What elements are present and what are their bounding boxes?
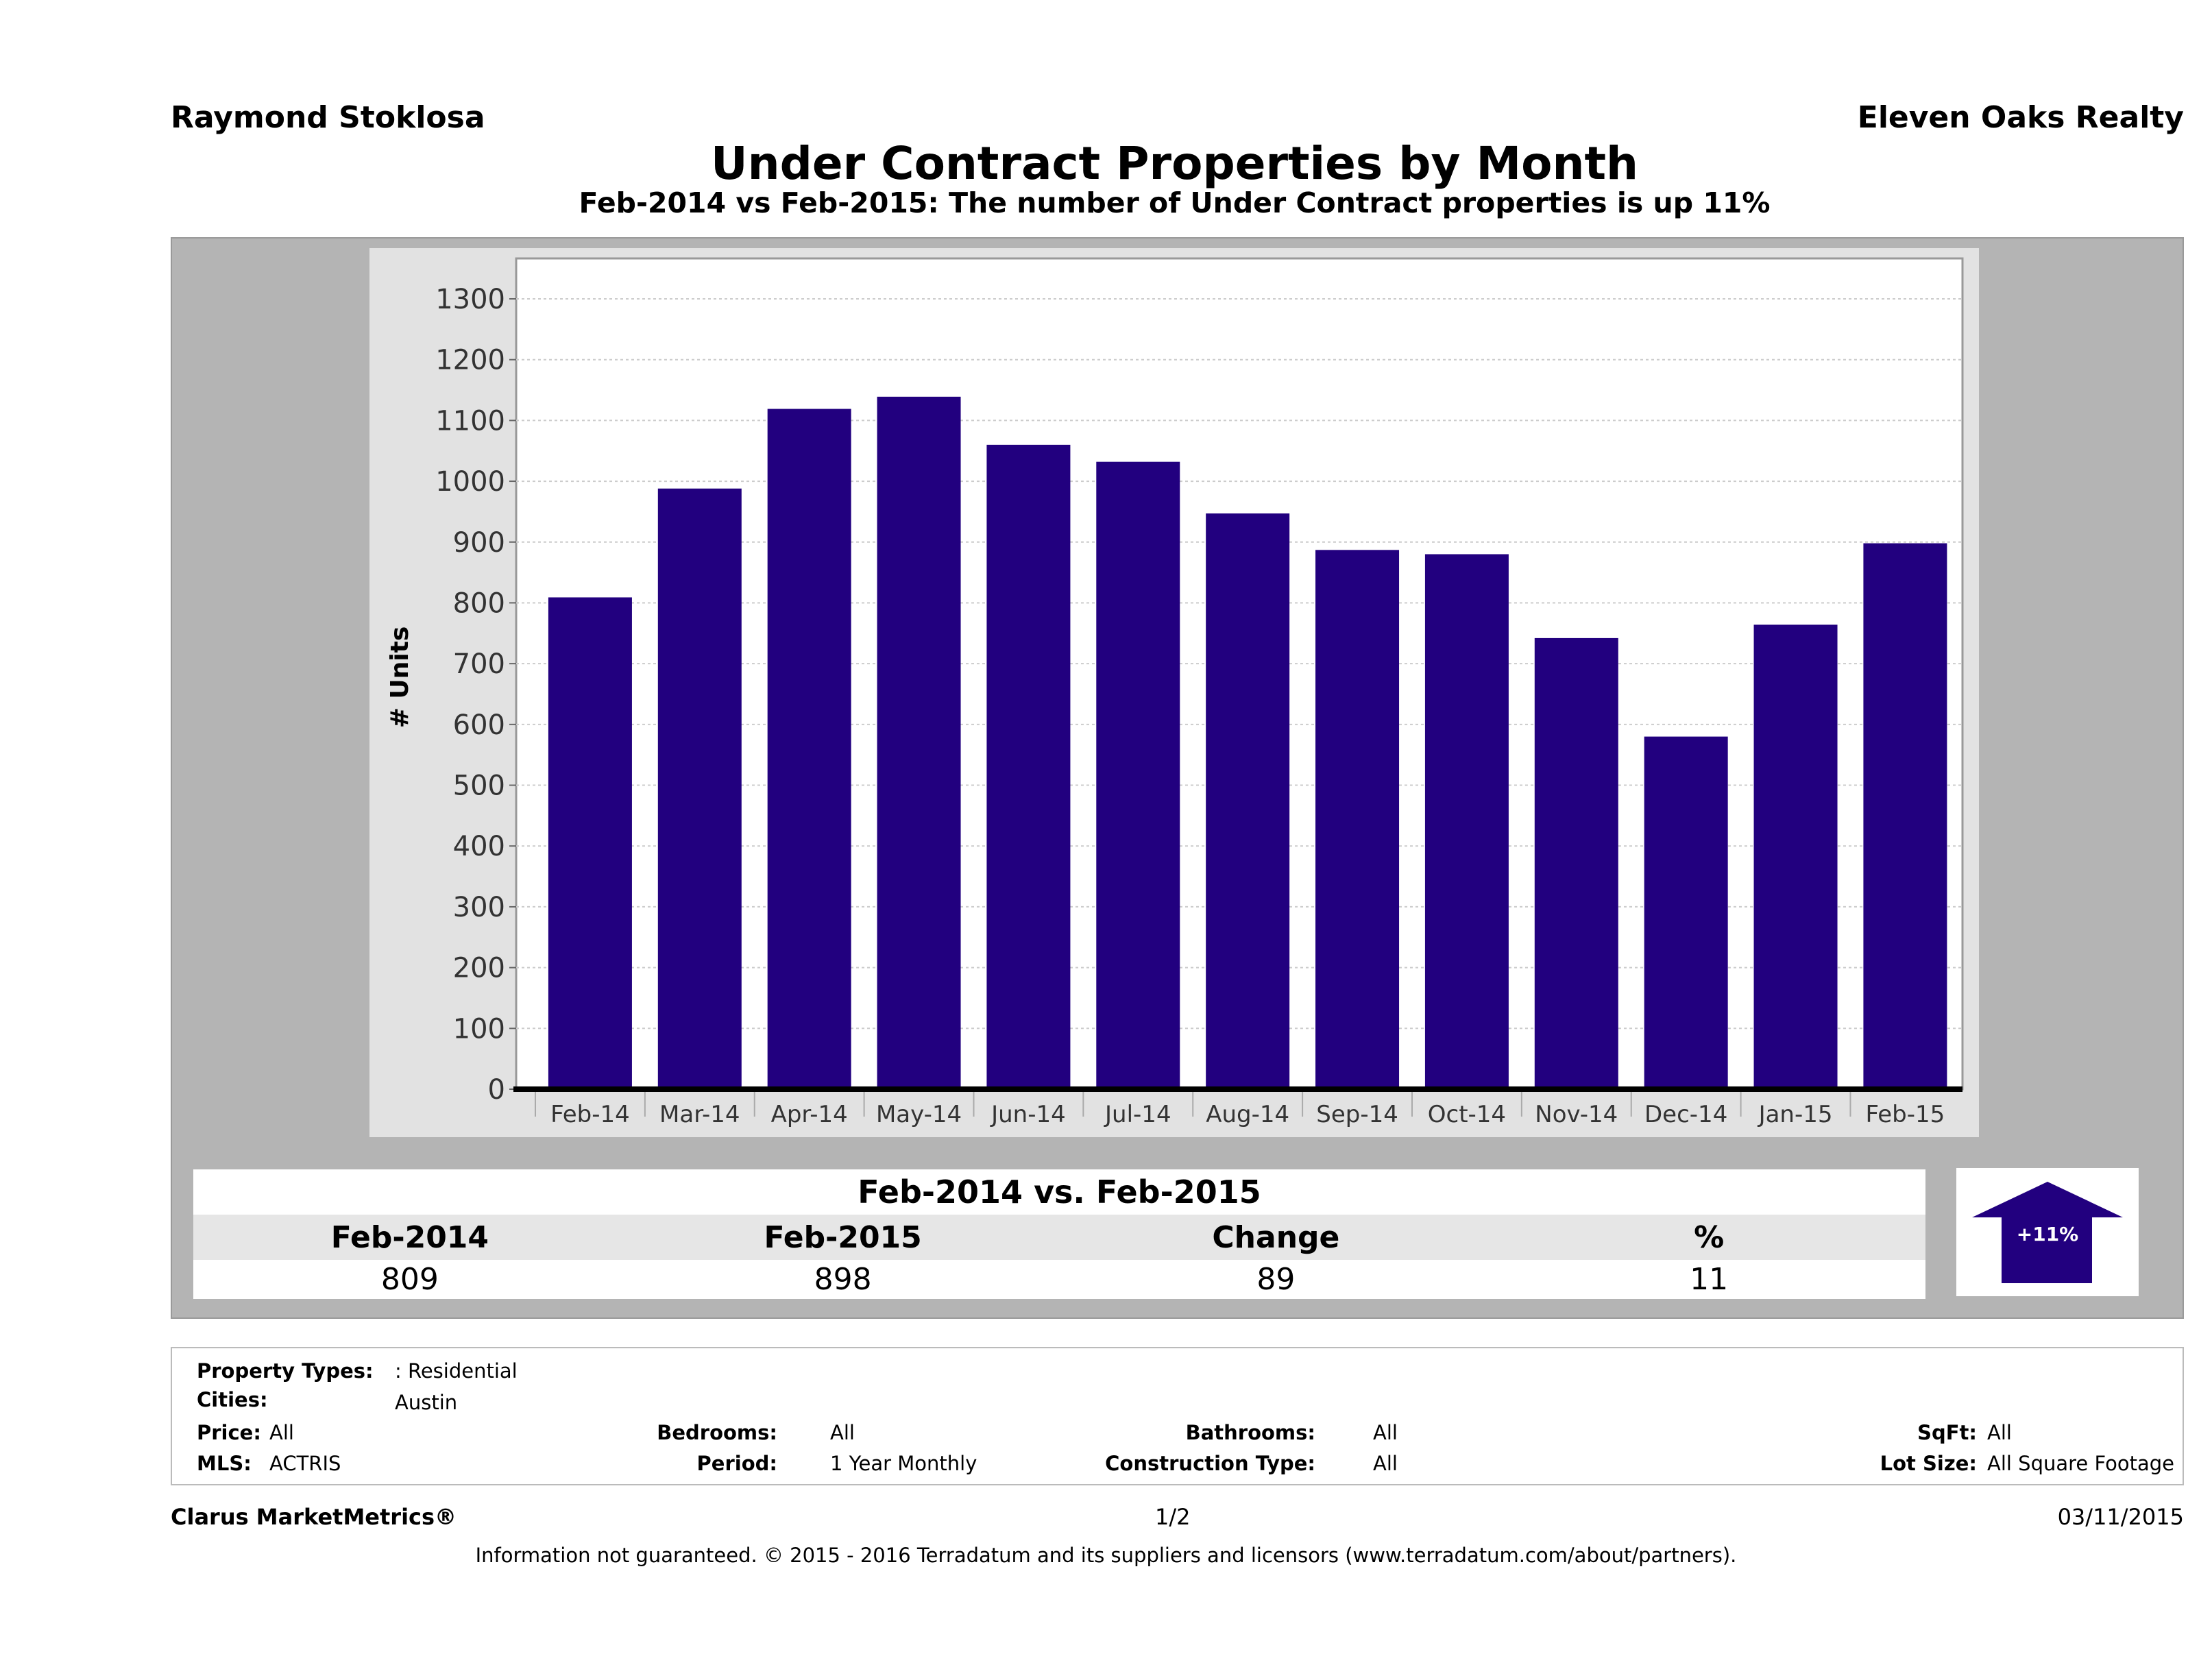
x-tick-label: Aug-14 (1206, 1101, 1289, 1128)
y-tick-label: 1200 (435, 345, 505, 376)
y-tick-label: 300 (453, 892, 505, 923)
bathrooms-value: All (1373, 1421, 1398, 1444)
y-tick-label: 700 (453, 648, 505, 680)
change-badge: +11% (1956, 1168, 2139, 1296)
cities-value: Austin (395, 1391, 458, 1414)
construction-label: Construction Type: (1105, 1452, 1315, 1475)
price-value: All (269, 1421, 294, 1444)
agent-name: Raymond Stoklosa (171, 100, 485, 135)
construction-value: All (1373, 1452, 1398, 1475)
filters-box: Property Types: : Residential Cities: Au… (171, 1347, 2184, 1485)
footer-brand: Clarus MarketMetrics® (171, 1504, 457, 1530)
bar-may-14 (877, 396, 961, 1089)
x-tick-label: Dec-14 (1644, 1101, 1727, 1128)
x-tick-label: Jun-14 (990, 1101, 1066, 1128)
y-tick-label: 1000 (435, 466, 505, 498)
x-tick-label: Jul-14 (1104, 1101, 1171, 1128)
mls-label: MLS: (197, 1452, 252, 1475)
y-tick-label: 0 (488, 1074, 505, 1106)
bar-aug-14 (1206, 513, 1290, 1089)
bar-apr-14 (767, 409, 851, 1089)
property-types-value: : Residential (395, 1359, 518, 1383)
bar-mar-14 (657, 488, 742, 1089)
val-feb-2014: 809 (380, 1262, 439, 1297)
page-title: Under Contract Properties by Month (711, 137, 1638, 190)
disclaimer: Information not guaranteed. © 2015 - 201… (475, 1544, 1737, 1567)
lot-size-label: Lot Size: (1880, 1452, 1977, 1475)
bedrooms-value: All (830, 1421, 855, 1444)
val-percent: 11 (1690, 1262, 1729, 1297)
y-tick-label: 500 (453, 770, 505, 802)
col-change: Change (1212, 1219, 1340, 1255)
val-change: 89 (1256, 1262, 1296, 1297)
bar-dec-14 (1644, 736, 1728, 1089)
bar-feb-14 (548, 597, 632, 1089)
period-label: Period: (696, 1452, 777, 1475)
bar-jan-15 (1753, 624, 1838, 1089)
cities-label: Cities: (197, 1388, 268, 1411)
col-feb-2014: Feb-2014 (330, 1219, 489, 1255)
x-tick-label: Jan-15 (1758, 1101, 1833, 1128)
mls-value: ACTRIS (269, 1452, 341, 1475)
bar-sep-14 (1315, 550, 1400, 1089)
period-value: 1 Year Monthly (830, 1452, 977, 1475)
col-percent: % (1694, 1219, 1725, 1255)
bar-jul-14 (1096, 461, 1180, 1089)
page-subtitle: Feb-2014 vs Feb-2015: The number of Unde… (579, 186, 1771, 219)
y-tick-label: 900 (453, 527, 505, 559)
bar-oct-14 (1424, 554, 1509, 1089)
property-types-label: Property Types: (197, 1359, 374, 1383)
change-badge-text: +11% (2017, 1223, 2078, 1245)
company-name: Eleven Oaks Realty (1857, 100, 2184, 135)
x-tick-label: Nov-14 (1535, 1101, 1618, 1128)
summary-heading-row: Feb-2014 vs. Feb-2015 (193, 1169, 1925, 1215)
bar-jun-14 (986, 444, 1071, 1089)
bathrooms-label: Bathrooms: (1185, 1421, 1315, 1444)
bar-nov-14 (1534, 637, 1618, 1089)
bar-feb-15 (1863, 543, 1947, 1089)
sqft-value: All (1987, 1421, 2012, 1444)
col-feb-2015: Feb-2015 (764, 1219, 922, 1255)
lot-size-value: All Square Footage (1987, 1452, 2175, 1475)
y-tick-label: 400 (453, 831, 505, 862)
summary-heading: Feb-2014 vs. Feb-2015 (858, 1174, 1261, 1211)
x-tick-label: Apr-14 (771, 1101, 848, 1128)
x-tick-label: Mar-14 (659, 1101, 740, 1128)
y-tick-label: 600 (453, 709, 505, 741)
y-tick-label: 1100 (435, 405, 505, 437)
val-feb-2015: 898 (814, 1262, 872, 1297)
y-tick-label: 800 (453, 587, 505, 619)
summary-columns-row: Feb-2014 Feb-2015 Change % (193, 1215, 1925, 1260)
x-tick-label: May-14 (876, 1101, 962, 1128)
y-tick-label: 200 (453, 953, 505, 984)
price-label: Price: (197, 1421, 261, 1444)
y-tick-label: 100 (453, 1013, 505, 1045)
bar-chart: 0 100 200 300 400 500 600 700 800 900 1000 1100 1200… (386, 257, 1964, 1128)
sqft-label: SqFt: (1917, 1421, 1977, 1444)
up-arrow-icon: +11% (1972, 1182, 2123, 1283)
y-tick-label: 1300 (435, 284, 505, 315)
page-number: 1/2 (1155, 1504, 1191, 1530)
x-tick-label: Oct-14 (1428, 1101, 1506, 1128)
y-axis-label: # Units (386, 627, 414, 729)
summary-values-row: 809 898 89 11 (193, 1260, 1925, 1299)
x-tick-label: Feb-15 (1866, 1101, 1945, 1128)
x-tick-label: Feb-14 (550, 1101, 630, 1128)
x-tick-label: Sep-14 (1316, 1101, 1398, 1128)
bedrooms-label: Bedrooms: (657, 1421, 777, 1444)
report-date: 03/11/2015 (2057, 1504, 2184, 1530)
